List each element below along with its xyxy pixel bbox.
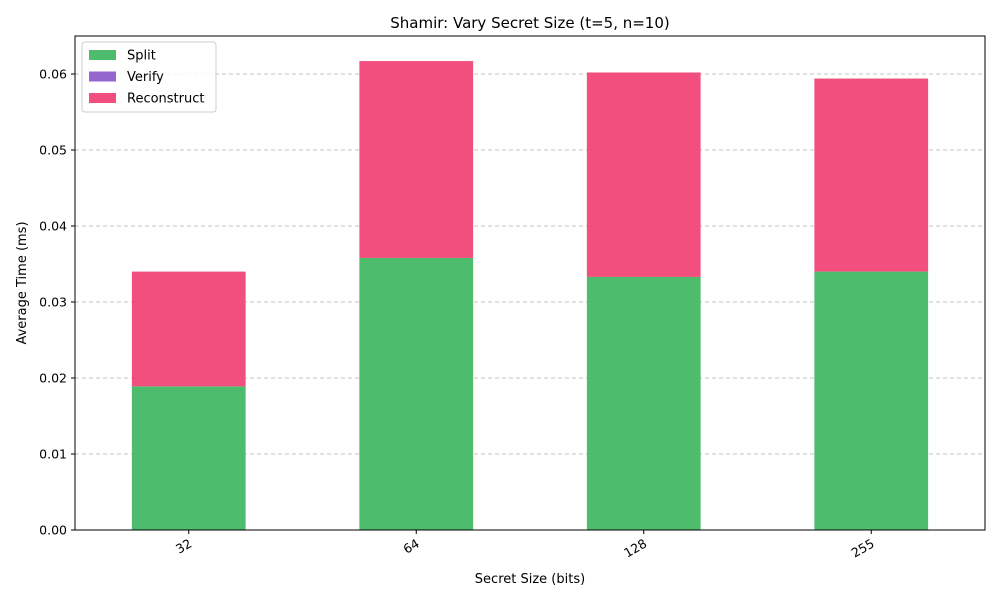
bar-split-64	[359, 257, 474, 530]
chart-title: Shamir: Vary Secret Size (t=5, n=10)	[390, 14, 670, 32]
legend-swatch-reconstruct	[89, 93, 116, 103]
y-axis-ticks: 0.00 0.01 0.02 0.03 0.04 0.05 0.06	[39, 67, 75, 538]
bars	[131, 61, 929, 530]
plot-frame	[74, 35, 986, 531]
bar-split-255	[814, 271, 929, 530]
legend-label-split: Split	[127, 49, 156, 64]
y-tick-label: 0.06	[39, 67, 67, 82]
y-tick-label: 0.04	[39, 219, 67, 234]
legend-label-reconstruct: Reconstruct	[127, 92, 205, 107]
legend-swatch-verify	[89, 71, 116, 82]
y-tick-label: 0.01	[39, 447, 67, 462]
bar-reconstruct-64	[359, 61, 474, 258]
bar-split-32	[131, 386, 246, 530]
legend: Split Verify Reconstruct	[81, 41, 217, 113]
y-tick-label: 0.00	[39, 523, 67, 538]
legend-label-verify: Verify	[127, 70, 164, 85]
y-axis-label: Average Time (ms)	[15, 221, 30, 344]
x-tick-label: 64	[400, 536, 421, 557]
bar-reconstruct-255	[814, 78, 929, 272]
y-tick-label: 0.03	[39, 295, 67, 310]
legend-swatch-split	[89, 50, 116, 60]
bar-reconstruct-128	[586, 72, 701, 277]
bar-split-128	[586, 276, 701, 530]
x-tick-label: 32	[173, 536, 194, 557]
y-tick-label: 0.05	[39, 143, 67, 158]
x-axis-label: Secret Size (bits)	[475, 572, 585, 587]
bar-reconstruct-32	[131, 271, 246, 387]
y-tick-label: 0.02	[39, 371, 67, 386]
